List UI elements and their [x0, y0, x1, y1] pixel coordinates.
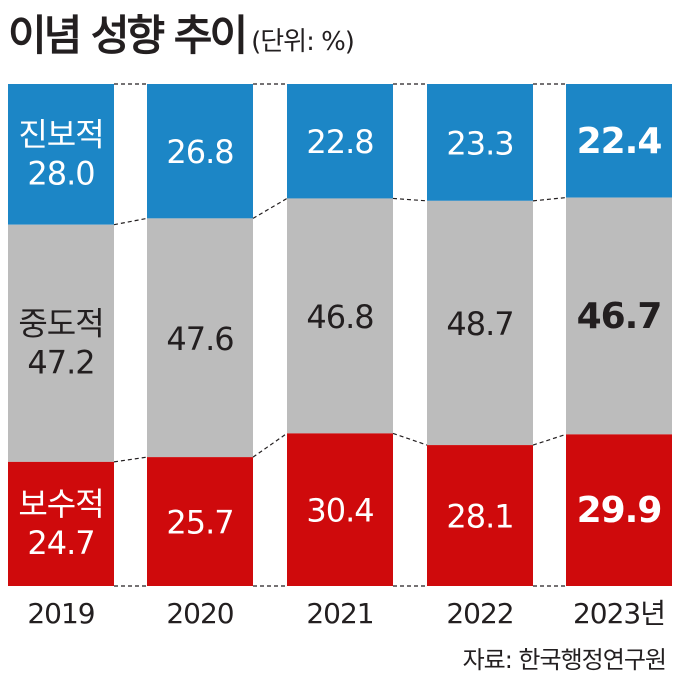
- connector-line: [113, 217, 148, 226]
- bar-segment-2-4: [427, 200, 533, 446]
- bar-segment-3-4: [427, 445, 533, 586]
- x-tick-label: 2023년: [573, 597, 665, 630]
- connector-line: [532, 433, 567, 446]
- bar-segment-3-1: [8, 461, 114, 586]
- data-label: 48.7: [446, 305, 513, 343]
- series-name-label: 진보적: [18, 115, 103, 153]
- connector-line: [113, 456, 148, 463]
- data-label: 28.1: [446, 498, 513, 536]
- data-label: 30.4: [306, 492, 373, 530]
- connector-line: [532, 196, 567, 202]
- x-tick-label: 2022: [446, 597, 513, 630]
- series-name-label: 중도적: [18, 304, 103, 342]
- x-tick-label: 2019: [27, 597, 94, 630]
- data-label: 47.2: [27, 343, 94, 381]
- x-tick-label: 2020: [166, 597, 233, 630]
- bar-segment-1-3: [287, 84, 393, 199]
- data-label: 28.0: [27, 154, 94, 192]
- connector-line: [252, 432, 288, 458]
- connector-line: [392, 197, 428, 202]
- bar-segment-2-5: [566, 197, 672, 435]
- title-row: 이념 성향 추이 (단위: %): [8, 2, 355, 63]
- data-label: 26.8: [166, 133, 233, 171]
- bar-segment-1-2: [147, 84, 253, 219]
- x-tick-label: 2021: [306, 597, 373, 630]
- data-label: 46.7: [577, 296, 662, 337]
- bar-segment-3-5: [566, 434, 672, 586]
- data-label: 25.7: [166, 504, 233, 542]
- data-label: 22.4: [577, 121, 662, 162]
- bar-segment-3-2: [147, 457, 253, 586]
- data-label: 29.9: [577, 490, 662, 531]
- connector-line: [392, 432, 428, 446]
- bar-segment-3-3: [287, 433, 393, 586]
- unit-label: (단위: %): [251, 27, 355, 57]
- bar-segment-1-4: [427, 84, 533, 201]
- bar-segment-1-5: [566, 84, 672, 198]
- data-label: 46.8: [306, 298, 373, 336]
- data-label: 22.8: [306, 123, 373, 161]
- bar-segment-2-3: [287, 198, 393, 434]
- data-label: 23.3: [446, 124, 513, 162]
- data-label: 24.7: [27, 524, 94, 562]
- bar-segment-1-1: [8, 84, 114, 225]
- connector-line: [252, 197, 288, 219]
- chart-title: 이념 성향 추이: [8, 11, 248, 60]
- bar-segment-2-1: [8, 224, 114, 462]
- bar-segment-2-2: [147, 218, 253, 458]
- series-name-label: 보수적: [18, 485, 103, 523]
- source-note: 자료: 한국행정연구원: [462, 646, 667, 674]
- data-label: 47.6: [166, 320, 233, 358]
